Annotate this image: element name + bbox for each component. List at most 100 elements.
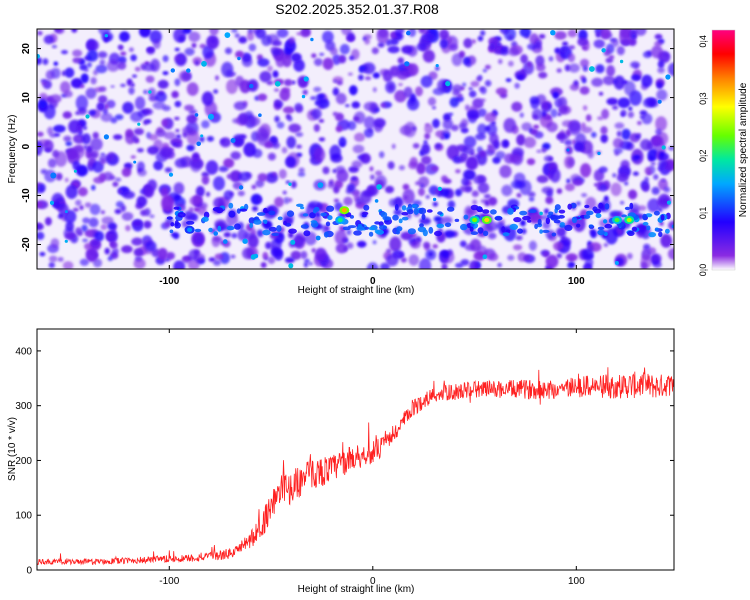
spectrogram-cell [554,31,567,40]
spectrogram-cell [43,104,56,120]
spectrogram-cell [313,147,326,163]
spectrogram-cell [471,39,477,44]
spectrogram-cell [384,185,395,194]
spectrogram-band-cell [396,226,403,232]
spectrogram-cell [336,169,349,183]
spectrogram-cell [201,120,210,129]
spectrogram-cell [37,140,44,155]
spectrogram-band-cell [303,230,311,237]
spectrogram-cell [508,153,522,163]
spectrogram-cell [533,124,540,129]
spectrogram-band-cell [325,221,331,227]
spectrogram-cell [157,247,168,261]
spectrogram-ylabel: Frequency (Hz) [7,115,18,184]
spectrogram-cell [322,166,330,175]
spectrogram-cell [421,155,432,165]
spectrogram-cell [338,54,347,64]
spectrogram-band-cell [216,207,224,214]
spectrogram-cell [541,147,547,153]
spectrogram-band-cell [271,232,280,237]
spectrogram-cell [418,187,425,197]
spectrogram-cell [272,40,282,47]
spectrogram-cell [250,254,257,260]
spectrogram-cell [64,210,68,214]
spectrogram-cell [91,239,100,247]
spectrogram-cell [620,109,627,117]
spectrogram-cell [527,61,532,68]
spectrogram-cell [208,257,216,262]
spectrogram-cell [90,77,97,85]
spectrogram-cell [363,116,376,130]
spectrogram-cell [581,248,594,260]
spectrogram-band-cell [554,204,561,211]
spectrogram-cell [665,74,671,80]
spectrogram-band-cell [434,230,442,237]
spectrogram-cell [290,250,302,260]
spectrogram-cell [480,86,487,95]
spectrogram-cell [152,101,166,110]
spectrogram-cell [65,221,74,232]
spectrogram-cell [666,200,672,205]
spectrogram-cell [459,240,467,248]
spectrogram-band-cell [394,204,399,211]
spectrogram-cell [174,158,187,169]
spectrogram-cell [95,64,108,74]
spectrogram-peak [187,227,193,232]
spectrogram-cell [139,29,151,38]
spectrogram-cell [295,105,304,113]
spectrogram-cell [634,29,647,36]
spectrogram-cell [130,54,137,62]
spectrogram-cell [624,80,636,96]
spectrogram-cell [408,254,420,266]
spectrogram-cell [370,174,375,180]
spectrogram-cell [343,196,353,206]
spectrogram-cell [90,137,103,151]
spectrogram-band-cell [665,228,670,234]
spectrogram-cell [37,231,45,240]
spectrogram-cell [175,134,182,139]
spectrogram-cell [274,115,280,123]
spectrogram-cell [93,176,105,184]
spectrogram-cell [530,128,539,136]
spectrogram-cell [120,204,126,212]
spectrogram-band-cell [257,212,266,216]
spectrogram-cell [152,39,161,49]
spectrogram-cell [651,136,660,146]
spectrogram-band-cell [226,225,235,231]
spectrogram-cell [603,219,608,224]
spectrogram-band-cell [412,204,417,208]
spectrogram-cell [186,144,195,152]
spectrogram-cell [189,195,202,206]
spectrogram-cell [346,242,354,249]
spectrogram-cell [556,188,563,195]
spectrogram-cell [140,209,147,216]
spectrogram-cell [64,239,68,243]
spectrogram-cell [242,238,248,244]
spectrogram-cell [595,64,605,74]
spectrogram-cell [147,87,156,97]
spectrogram-cell [160,147,174,159]
spectrogram-band-cell [604,223,613,229]
spectrogram-cell [612,137,624,149]
spectrogram-cell [433,215,443,223]
spectrogram-cell [213,231,218,236]
spectrogram-cell [496,42,502,47]
spectrogram-cell [143,89,148,95]
spectrogram-xlabel: Height of straight line (km) [298,285,415,296]
spectrogram-cell [432,106,436,110]
spectrogram-cell [39,252,46,257]
spectrogram-band-cell [228,210,236,218]
spectrogram-cell [121,212,134,221]
spectrogram-cell [239,134,247,140]
spectrogram-cell [136,161,145,172]
spectrogram-cell [535,214,543,220]
spectrogram-cell [461,82,467,87]
spectrogram-cell [358,74,364,81]
spectrogram-cell [199,136,205,143]
spectrogram-band-cell [313,206,320,212]
spectrogram-cell [148,134,159,141]
y-tick-label: 0 [26,566,32,577]
y-tick-label: 0 [21,143,32,149]
spectrogram-cell [137,122,141,126]
